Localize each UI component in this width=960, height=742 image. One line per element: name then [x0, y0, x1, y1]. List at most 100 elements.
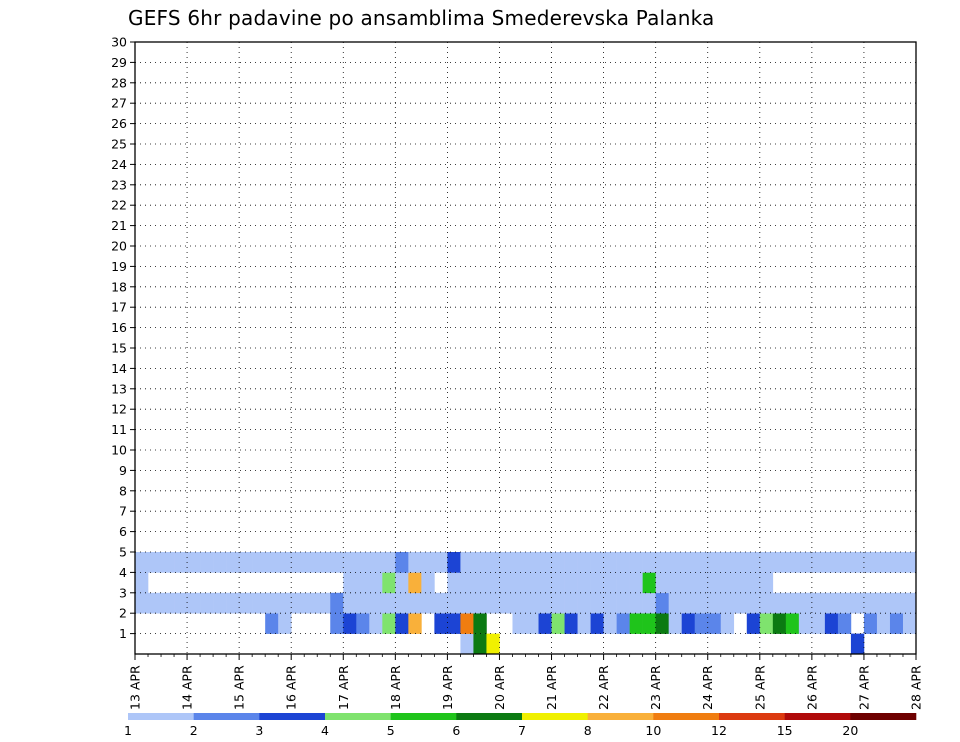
heatmap-cell — [174, 552, 188, 573]
heatmap-cell — [265, 552, 279, 573]
heatmap-cell — [694, 613, 709, 634]
heatmap-cell — [746, 613, 761, 634]
heatmap-cell — [889, 613, 904, 634]
heatmap-cell — [538, 592, 552, 614]
heatmap-cell — [356, 552, 370, 573]
heatmap-cell — [889, 552, 904, 573]
y-tick-label: 6 — [119, 524, 127, 539]
legend-swatch — [390, 713, 457, 720]
heatmap-cell — [278, 592, 292, 614]
heatmap-cell — [421, 572, 435, 594]
heatmap-cell — [291, 592, 305, 614]
heatmap-cell — [564, 552, 578, 573]
heatmap-cell — [512, 613, 526, 634]
heatmap-cell — [538, 572, 552, 594]
heatmap-cell — [889, 592, 904, 614]
heatmap-cell — [343, 613, 357, 634]
y-tick-label: 17 — [111, 300, 127, 315]
legend-label: 5 — [387, 723, 395, 738]
heatmap-cell — [681, 592, 696, 614]
heatmap-cell — [278, 613, 292, 634]
heatmap-cell — [707, 613, 722, 634]
chart-title: GEFS 6hr padavine po ansamblima Smederev… — [128, 6, 715, 30]
heatmap-cell — [278, 552, 292, 573]
heatmap-cell — [369, 592, 383, 614]
heatmap-cell — [707, 592, 722, 614]
heatmap-cell — [642, 572, 656, 594]
heatmap-cell — [655, 613, 669, 634]
heatmap-cell — [408, 552, 422, 573]
heatmap-cell — [213, 552, 227, 573]
legend-label: 8 — [584, 723, 592, 738]
legend-label: 6 — [452, 723, 460, 738]
heatmap-cell — [356, 613, 370, 634]
heatmap-cell — [720, 572, 735, 594]
heatmap-cell — [577, 592, 591, 614]
heatmap-cell — [174, 592, 188, 614]
heatmap-cell — [564, 572, 578, 594]
legend-swatch — [719, 713, 785, 720]
heatmap-cell — [525, 613, 539, 634]
heatmap-cell — [837, 613, 852, 634]
heatmap-cell — [642, 552, 656, 573]
heatmap-cell — [291, 552, 305, 573]
x-tick-label: 25 APR — [752, 665, 767, 710]
heatmap-cell — [590, 552, 604, 573]
heatmap-cell — [369, 613, 383, 634]
heatmap-cell — [811, 613, 826, 634]
heatmap-cell — [902, 552, 917, 573]
heatmap-cell — [382, 572, 396, 594]
heatmap-cell — [629, 552, 643, 573]
legend-swatch — [653, 713, 720, 720]
y-tick-label: 18 — [111, 279, 127, 294]
legend-label: 4 — [321, 723, 329, 738]
heatmap-cell — [356, 592, 370, 614]
heatmap-cell — [460, 572, 474, 594]
heatmap-cell — [837, 592, 852, 614]
y-tick-label: 23 — [111, 177, 127, 192]
heatmap-cell — [629, 613, 643, 634]
heatmap-cell — [499, 552, 513, 573]
heatmap-cell — [382, 592, 396, 614]
y-tick-label: 16 — [111, 320, 127, 335]
heatmap-cell — [746, 572, 761, 594]
heatmap-cell — [876, 592, 891, 614]
heatmap-cell — [798, 552, 813, 573]
legend-label: 3 — [255, 723, 263, 738]
heatmap-cell — [135, 552, 149, 573]
heatmap-cell — [447, 592, 461, 614]
heatmap-cell — [304, 592, 318, 614]
heatmap-cell — [746, 592, 761, 614]
heatmap-cell — [460, 633, 474, 655]
x-tick-label: 21 APR — [544, 665, 559, 710]
y-tick-label: 21 — [111, 218, 127, 233]
heatmap-cell — [512, 572, 526, 594]
heatmap-cell — [447, 552, 461, 573]
y-tick-label: 10 — [111, 443, 127, 458]
legend-label: 1 — [124, 723, 132, 738]
x-tick-label: 13 APR — [128, 665, 143, 710]
x-tick-label: 27 APR — [856, 665, 871, 710]
y-tick-label: 2 — [119, 606, 127, 621]
heatmap-cell — [785, 552, 800, 573]
heatmap-cell — [759, 572, 774, 594]
heatmap-cells — [135, 552, 917, 655]
heatmap-cell — [187, 592, 201, 614]
y-tick-label: 19 — [111, 259, 127, 274]
heatmap-cell — [473, 572, 487, 594]
x-tick-label: 24 APR — [700, 665, 715, 710]
heatmap-cell — [733, 572, 748, 594]
x-tick-label: 16 APR — [284, 665, 299, 710]
heatmap-cell — [265, 592, 279, 614]
heatmap-cell — [382, 552, 396, 573]
heatmap-cell — [863, 592, 878, 614]
heatmap-cell — [603, 552, 617, 573]
heatmap-cell — [811, 592, 826, 614]
heatmap-cell — [863, 552, 878, 573]
heatmap-cell — [616, 572, 630, 594]
heatmap-cell — [434, 552, 448, 573]
heatmap-cell — [473, 613, 487, 634]
heatmap-cell — [252, 592, 266, 614]
heatmap-cell — [759, 592, 774, 614]
heatmap-cell — [343, 572, 357, 594]
